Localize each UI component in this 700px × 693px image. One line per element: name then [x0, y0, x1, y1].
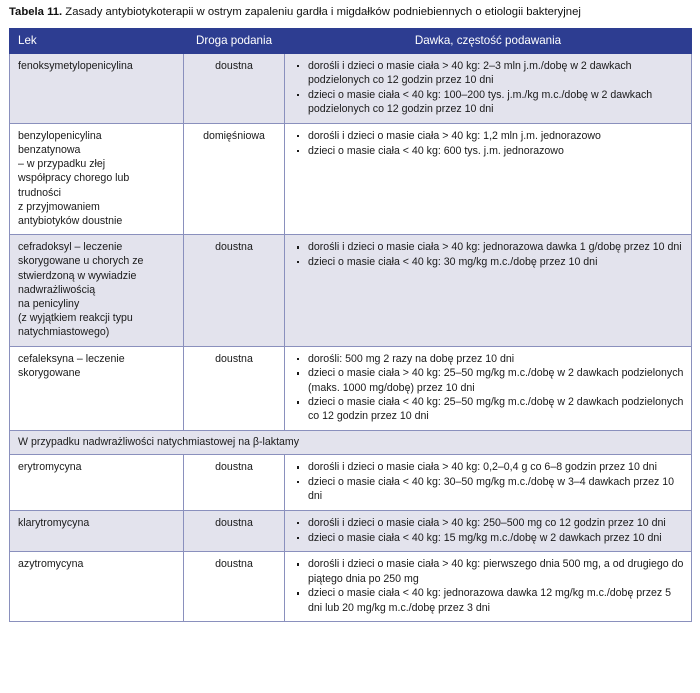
drug-name-line: cefaleksyna – leczenie: [18, 352, 125, 365]
drug-name-line: współpracy chorego lub: [18, 172, 130, 185]
cell-dosage: dorośli: 500 mg 2 razy na dobę przez 10 …: [284, 345, 692, 432]
dosage-list: dorośli i dzieci o masie ciała > 40 kg: …: [295, 460, 685, 503]
antibiotic-therapy-table: Lek Droga podania Dawka, częstość podawa…: [9, 28, 692, 623]
cell-route: doustna: [183, 509, 285, 553]
cell-route: domięśniowa: [183, 122, 285, 236]
drug-name-line: antybiotyków doustnie: [18, 215, 123, 228]
cell-drug-name: benzylopenicylina benzatynowa – w przypadk…: [9, 122, 184, 236]
dosage-item: dzieci o masie ciała > 40 kg: 25–50 mg/k…: [295, 366, 685, 394]
caption-text: Zasady antybiotykoterapii w ostrym zapal…: [62, 6, 581, 18]
section-title: W przypadku nadwrażliwości natychmiastow…: [9, 430, 692, 456]
drug-name-line: skorygowane: [18, 366, 81, 379]
cell-dosage: dorośli i dzieci o masie ciała > 40 kg: …: [284, 122, 692, 236]
header-row: Lek Droga podania Dawka, częstość podawa…: [9, 28, 692, 54]
table-row: fenoksymetylopenicylina doustna dorośli i …: [9, 53, 692, 124]
table-row: erytromycyna doustna dorośli i dzieci o ma…: [9, 454, 692, 511]
table-section-row: W przypadku nadwrażliwości natychmiastow…: [9, 430, 692, 456]
dosage-item: dorośli i dzieci o masie ciała > 40 kg: …: [295, 460, 685, 474]
dosage-item: dorośli i dzieci o masie ciała > 40 kg: …: [295, 516, 685, 530]
column-header-route: Droga podania: [183, 28, 285, 54]
column-header-dose: Dawka, częstość podawania: [284, 28, 692, 54]
table-header: Lek Droga podania Dawka, częstość podawa…: [9, 28, 692, 54]
table-row: cefaleksyna – leczenie skorygowane doustna…: [9, 345, 692, 432]
dosage-item: dzieci o masie ciała < 40 kg: 100–200 ty…: [295, 88, 685, 116]
drug-name-line: cefradoksyl – leczenie: [18, 241, 123, 254]
drug-name-line: – w przypadku złej: [18, 158, 106, 171]
drug-name-line: na penicyliny: [18, 298, 80, 311]
cell-drug-name: cefradoksyl – leczenie skorygowane u chor…: [9, 234, 184, 347]
dosage-list: dorośli i dzieci o masie ciała > 40 kg: …: [295, 557, 685, 614]
drug-name-line: nadwrażliwością: [18, 283, 96, 296]
cell-dosage: dorośli i dzieci o masie ciała > 40 kg: …: [284, 53, 692, 124]
caption-label: Tabela 11.: [9, 6, 63, 18]
cell-route: doustna: [183, 551, 285, 623]
cell-drug-name: erytromycyna: [9, 454, 184, 511]
cell-route: doustna: [183, 345, 285, 432]
dosage-item: dzieci o masie ciała < 40 kg: jednorazow…: [295, 586, 685, 614]
cell-drug-name: klarytromycyna: [9, 509, 184, 553]
cell-dosage: dorośli i dzieci o masie ciała > 40 kg: …: [284, 234, 692, 347]
cell-dosage: dorośli i dzieci o masie ciała > 40 kg: …: [284, 551, 692, 623]
drug-name-line: (z wyjątkiem reakcji typu: [18, 312, 133, 325]
dosage-list: dorośli i dzieci o masie ciała > 40 kg: …: [295, 59, 685, 116]
cell-route: doustna: [183, 454, 285, 511]
dosage-list: dorośli i dzieci o masie ciała > 40 kg: …: [295, 516, 685, 545]
cell-dosage: dorośli i dzieci o masie ciała > 40 kg: …: [284, 454, 692, 511]
cell-route: doustna: [183, 53, 285, 124]
dosage-item: dzieci o masie ciała < 40 kg: 15 mg/kg m…: [295, 531, 685, 545]
dosage-list: dorośli i dzieci o masie ciała > 40 kg: …: [295, 129, 685, 158]
drug-name-line: skorygowane u chorych ze: [18, 255, 144, 268]
cell-drug-name: cefaleksyna – leczenie skorygowane: [9, 345, 184, 432]
drug-name-line: benzylopenicylina: [18, 129, 102, 142]
dosage-item: dorośli i dzieci o masie ciała > 40 kg: …: [295, 240, 685, 254]
dosage-item: dorośli: 500 mg 2 razy na dobę przez 10 …: [295, 352, 685, 366]
dosage-list: dorośli: 500 mg 2 razy na dobę przez 10 …: [295, 352, 685, 424]
dosage-item: dzieci o masie ciała < 40 kg: 600 tys. j…: [295, 144, 685, 158]
drug-name-line: benzatynowa: [18, 144, 81, 157]
cell-drug-name: fenoksymetylopenicylina: [9, 53, 184, 124]
drug-name-line: erytromycyna: [18, 461, 82, 474]
dosage-item: dzieci o masie ciała < 40 kg: 25–50 mg/k…: [295, 395, 685, 423]
dosage-item: dzieci o masie ciała < 40 kg: 30–50 mg/k…: [295, 475, 685, 503]
dosage-item: dorośli i dzieci o masie ciała > 40 kg: …: [295, 557, 685, 585]
dosage-list: dorośli i dzieci o masie ciała > 40 kg: …: [295, 240, 685, 269]
table-row: cefradoksyl – leczenie skorygowane u chor…: [9, 234, 692, 347]
cell-drug-name: azytromycyna: [9, 551, 184, 623]
drug-name-line: azytromycyna: [18, 558, 84, 571]
table-caption: Tabela 11. Zasady antybiotykoterapii w o…: [9, 5, 693, 19]
column-header-drug: Lek: [9, 28, 184, 54]
drug-name-line: trudności: [18, 186, 61, 199]
dosage-item: dzieci o masie ciała < 40 kg: 30 mg/kg m…: [295, 255, 685, 269]
dosage-item: dorośli i dzieci o masie ciała > 40 kg: …: [295, 129, 685, 143]
table-body: fenoksymetylopenicylina doustna dorośli i …: [9, 53, 692, 623]
cell-route: doustna: [183, 234, 285, 347]
cell-dosage: dorośli i dzieci o masie ciała > 40 kg: …: [284, 509, 692, 553]
drug-name-line: fenoksymetylopenicylina: [18, 60, 133, 72]
table-row: klarytromycyna doustna dorośli i dzieci o …: [9, 509, 692, 553]
dosage-item: dorośli i dzieci o masie ciała > 40 kg: …: [295, 59, 685, 87]
drug-name-line: stwierdzoną w wywiadzie: [18, 269, 137, 282]
drug-name-line: z przyjmowaniem: [18, 200, 100, 213]
table-row: azytromycyna doustna dorośli i dzieci o ma…: [9, 551, 692, 623]
table-row: benzylopenicylina benzatynowa – w przypadk…: [9, 122, 692, 236]
drug-name-line: natychmiastowego): [18, 326, 110, 339]
drug-name-line: klarytromycyna: [18, 516, 90, 529]
